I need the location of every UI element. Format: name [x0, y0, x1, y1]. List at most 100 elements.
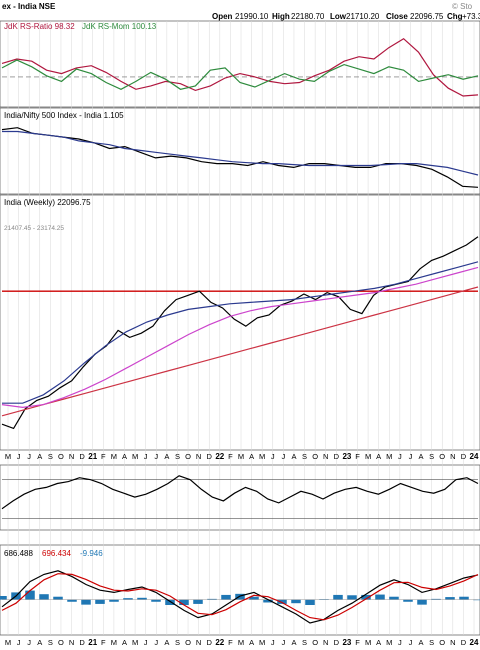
histogram-bar — [277, 599, 287, 604]
x-tick-label: D — [207, 452, 213, 461]
ohlc-low-value: 21710.20 — [346, 12, 380, 21]
x-tick-label: N — [323, 638, 328, 647]
histogram-bar — [221, 594, 231, 600]
x-tick-label: J — [27, 638, 31, 647]
x-tick-label: J — [154, 638, 158, 647]
histogram-bar — [333, 594, 343, 600]
x-tick-label: J — [17, 638, 21, 647]
ohlc-high-label: High — [272, 12, 290, 21]
histogram-bar — [417, 599, 427, 605]
x-tick-label: S — [429, 638, 434, 647]
ohlc-open-label: Open — [212, 12, 233, 21]
x-tick-label: D — [334, 638, 340, 647]
panel-frames — [0, 20, 480, 636]
histogram-bar — [375, 594, 385, 600]
x-tick-label: F — [355, 638, 360, 647]
header: ex - India NSE © Sto Open 21990.10 High … — [2, 2, 480, 21]
x-tick-label: J — [17, 452, 21, 461]
histogram-bar — [403, 599, 413, 602]
histogram-bar — [81, 599, 91, 605]
x-tick-label: M — [238, 638, 244, 647]
x-tick-label: S — [175, 638, 180, 647]
signal-legend-value: 696.434 — [42, 549, 71, 558]
x-tick-label: O — [312, 638, 318, 647]
ohlc-close-label: Close — [386, 12, 408, 21]
x-tick-label: S — [48, 638, 53, 647]
x-tick-label: M — [5, 452, 11, 461]
histogram-bar — [39, 594, 49, 600]
histogram-bar — [235, 593, 245, 600]
x-tick-label: N — [69, 452, 74, 461]
x-tick-label: A — [164, 452, 169, 461]
x-tick-label: N — [450, 638, 455, 647]
x-tick-label: J — [144, 638, 148, 647]
histogram-bar — [67, 599, 77, 602]
ohlc-chg-value: +73.3 — [462, 12, 480, 21]
x-tick-label: M — [259, 452, 265, 461]
x-tick-label: D — [207, 638, 213, 647]
histogram-bar — [207, 598, 217, 600]
x-tick-label: D — [79, 638, 85, 647]
x-tick-label: J — [281, 452, 285, 461]
histogram-bar — [445, 597, 455, 600]
x-tick-label: A — [249, 638, 254, 647]
x-tick-label: J — [144, 452, 148, 461]
x-tick-label: M — [132, 638, 138, 647]
vertical-grid — [7, 21, 475, 635]
histogram-bar — [347, 595, 357, 600]
x-tick-label: A — [122, 638, 127, 647]
x-tick-label: S — [175, 452, 180, 461]
jdk-rs-ratio-line — [1, 37, 479, 97]
macd-panel-frame — [0, 544, 480, 636]
x-tick-label: A — [37, 452, 42, 461]
x-tick-label: N — [323, 452, 328, 461]
histogram-bar — [291, 599, 301, 604]
x-tick-label: 23 — [342, 452, 351, 461]
x-tick-label: M — [111, 452, 117, 461]
x-tick-label: A — [419, 452, 424, 461]
x-tick-label: 23 — [342, 638, 351, 647]
histogram-bar — [0, 596, 7, 600]
x-tick-label: F — [228, 452, 233, 461]
moving-average-line — [2, 130, 479, 176]
x-tick-label: J — [409, 452, 413, 461]
chart-marks — [0, 37, 480, 624]
x-tick-label: S — [429, 452, 434, 461]
x-tick-label: A — [376, 638, 381, 647]
ohlc-high-value: 22180.70 — [291, 12, 325, 21]
x-tick-label: F — [355, 452, 360, 461]
x-tick-label: F — [101, 452, 106, 461]
x-tick-label: 24 — [470, 638, 479, 647]
x-tick-label: D — [334, 452, 340, 461]
x-tick-label: D — [79, 452, 85, 461]
x-tick-label: M — [386, 638, 392, 647]
x-tick-label: A — [249, 452, 254, 461]
x-tick-label: O — [58, 452, 64, 461]
x-tick-label: O — [312, 452, 318, 461]
relative-strength-legend: India/Nifty 500 Index - India 1.105 — [4, 111, 124, 120]
x-tick-label: F — [101, 638, 106, 647]
price-legend: India (Weekly) 22096.75 — [4, 198, 91, 207]
x-tick-label: M — [5, 638, 11, 647]
histogram-bar — [123, 598, 133, 600]
x-tick-label: N — [196, 638, 201, 647]
histogram-bar — [165, 599, 175, 605]
x-axis-middle: M J J A S O N D 21 F M A M J J A S O N D 22 F M A M J J A S O N D 23 F M A M… — [5, 452, 479, 461]
signal-line — [1, 573, 479, 621]
x-tick-label: N — [69, 638, 74, 647]
histogram-legend-value: -9.946 — [80, 549, 103, 558]
histogram-bar — [109, 599, 119, 602]
india-nifty-500-index-line — [1, 127, 479, 188]
x-tick-label: J — [154, 452, 158, 461]
histogram-bar — [53, 596, 63, 600]
x-tick-label: S — [48, 452, 53, 461]
x-tick-label: J — [398, 452, 402, 461]
x-axis-bottom: M J J A S O N D 21 F M A M J J A S O N D 22 F M A M J J A S O N D 23 F M A M… — [5, 638, 479, 647]
x-tick-label: J — [409, 638, 413, 647]
x-tick-label: A — [122, 452, 127, 461]
x-tick-label: J — [27, 452, 31, 461]
stockcharts-logo: © Sto — [452, 2, 473, 11]
x-tick-label: O — [439, 452, 445, 461]
x-tick-label: M — [111, 638, 117, 647]
x-tick-label: O — [58, 638, 64, 647]
